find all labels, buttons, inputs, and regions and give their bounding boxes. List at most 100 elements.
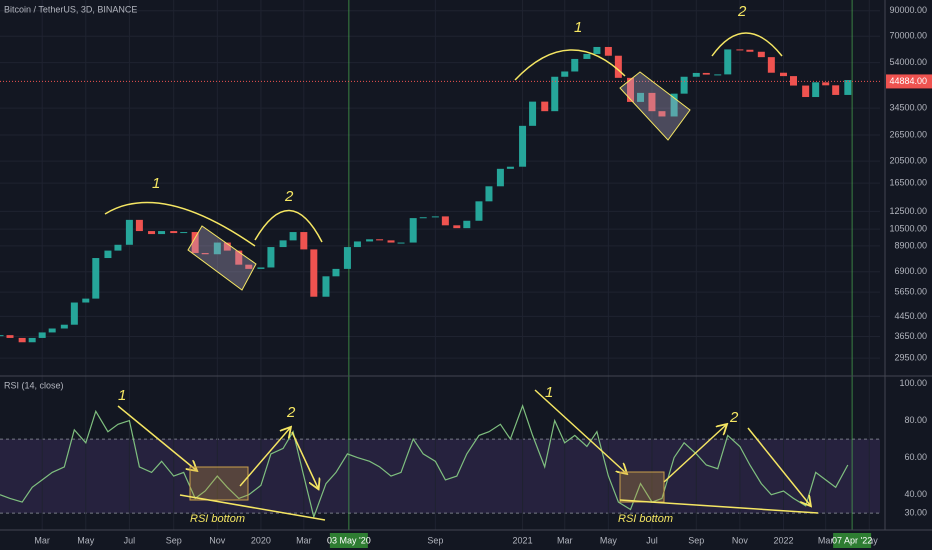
arrow: [747, 427, 810, 505]
y-tick-label: 30.00: [904, 508, 927, 518]
candle: [702, 72, 710, 75]
candle: [257, 267, 265, 269]
candle: [757, 51, 765, 58]
candle: [48, 328, 56, 333]
candle: [658, 111, 666, 117]
arrow: [291, 431, 318, 488]
candle: [18, 337, 26, 343]
candle: [583, 53, 591, 59]
candle: [463, 220, 471, 229]
candle: [627, 77, 635, 102]
chart-title: Bitcoin / TetherUS, 3D, BINANCE: [4, 4, 137, 14]
candle: [289, 232, 297, 241]
candle: [541, 101, 549, 112]
candle: [0, 335, 4, 337]
candle: [409, 218, 417, 243]
candle: [670, 93, 678, 117]
x-tick-label: 2021: [513, 535, 533, 545]
candle: [148, 231, 156, 235]
arc: [514, 49, 626, 81]
x-tick-label: Mar: [34, 535, 50, 545]
y-tick-label: 4450.00: [894, 311, 927, 321]
candle: [571, 58, 579, 72]
y-tick-label: 3650.00: [894, 331, 927, 341]
x-tick-label: Sep: [427, 535, 443, 545]
candle: [419, 217, 427, 219]
x-tick-label: Mar: [557, 535, 573, 545]
trendline: [179, 494, 326, 521]
y-tick-label: 60.00: [904, 452, 927, 462]
candle: [637, 92, 645, 102]
candle: [692, 72, 700, 77]
trendline: [619, 499, 819, 514]
marker-box: [329, 533, 368, 548]
candle: [485, 186, 493, 202]
candle: [82, 298, 90, 303]
annotation: 2: [286, 404, 296, 421]
annotation: 2: [737, 3, 747, 20]
y-tick-label: 70000.00: [889, 31, 927, 41]
annotation: RSI bottom: [190, 513, 245, 525]
rsi-band: [0, 439, 880, 514]
candle: [245, 264, 253, 269]
last-price-label: 44884.00: [889, 76, 927, 86]
y-tick-label: 40.00: [904, 489, 927, 499]
x-tick-label: Nov: [732, 535, 749, 545]
candle: [376, 239, 384, 241]
candle: [279, 240, 287, 248]
y-tick-label: 12500.00: [889, 206, 927, 216]
range-box: [189, 466, 249, 501]
candle: [724, 49, 732, 75]
candle: [680, 76, 688, 94]
indicator-title: RSI (14, close): [4, 380, 64, 390]
arc: [254, 209, 323, 243]
candle: [604, 46, 612, 56]
x-tick-label: May: [77, 535, 95, 545]
y-tick-label: 10500.00: [889, 223, 927, 233]
grid: [0, 0, 880, 530]
candle: [453, 225, 461, 229]
candle: [366, 239, 374, 242]
candle: [332, 268, 340, 277]
candle: [125, 219, 133, 245]
arrow: [534, 389, 626, 473]
candle: [397, 242, 405, 244]
candle: [310, 249, 318, 297]
marker-box: [833, 533, 872, 548]
x-tick-label: Mar: [296, 535, 312, 545]
candle: [593, 46, 601, 54]
candle: [551, 76, 559, 112]
rsi-line: [0, 403, 849, 519]
candle: [529, 101, 537, 126]
arc: [104, 201, 256, 247]
marker-label: 03 May '20: [327, 535, 371, 545]
candle: [135, 219, 143, 232]
x-tick-label: Mar: [818, 535, 834, 545]
marker-label: 07 Apr '22: [832, 535, 872, 545]
candle: [812, 82, 820, 98]
y-tick-label: 2950.00: [894, 353, 927, 363]
y-tick-label: 20500.00: [889, 155, 927, 165]
candle: [92, 258, 100, 299]
arc: [711, 32, 783, 57]
candle: [431, 216, 439, 218]
candle: [648, 92, 656, 112]
candle: [114, 244, 122, 251]
channel: [187, 225, 257, 291]
candle: [506, 166, 514, 169]
candle: [441, 216, 449, 226]
arrow: [239, 428, 290, 487]
candle: [614, 55, 622, 78]
candle: [496, 168, 504, 187]
range-box: [619, 471, 665, 503]
x-tick-label: 2022: [773, 535, 793, 545]
candle: [213, 242, 221, 255]
y-tick-label: 8900.00: [894, 240, 927, 250]
annotation: 2: [284, 188, 294, 205]
last-price-box: [886, 74, 932, 89]
x-tick-label: Sep: [166, 535, 182, 545]
arrow: [663, 425, 726, 483]
candle: [104, 250, 112, 259]
